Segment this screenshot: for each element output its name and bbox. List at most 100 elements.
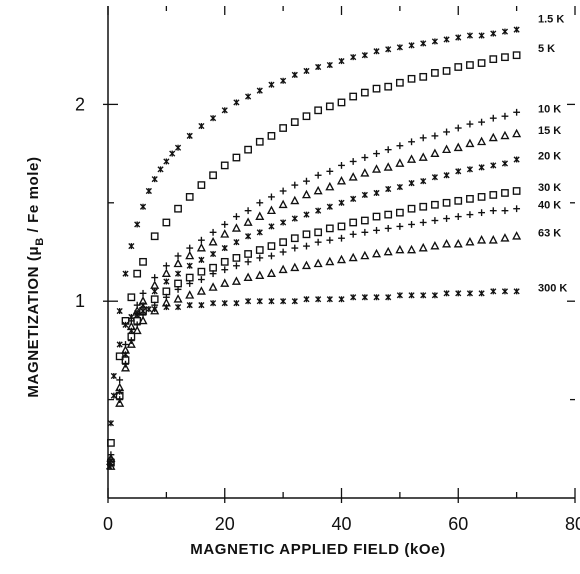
triangle-marker bbox=[395, 244, 405, 254]
plus-marker bbox=[174, 252, 182, 260]
square-marker bbox=[290, 234, 299, 243]
x-marker bbox=[145, 305, 152, 313]
triangle-marker bbox=[430, 240, 440, 250]
triangle-marker bbox=[360, 250, 370, 260]
square-marker bbox=[279, 238, 287, 247]
x-marker bbox=[151, 176, 158, 183]
plus-marker bbox=[478, 118, 485, 126]
triangle-marker bbox=[243, 272, 253, 281]
y-axis-label-subscript: B bbox=[34, 237, 46, 246]
triangle-marker bbox=[500, 130, 510, 140]
x-marker bbox=[110, 392, 117, 399]
x-marker bbox=[350, 294, 357, 301]
plus-marker bbox=[454, 124, 462, 132]
plus-marker bbox=[501, 112, 509, 120]
triangle-marker bbox=[126, 339, 136, 348]
plus-marker bbox=[373, 226, 380, 234]
x-marker bbox=[163, 278, 170, 285]
plus-marker bbox=[326, 167, 334, 175]
x-marker bbox=[221, 300, 228, 307]
plus-marker bbox=[198, 276, 205, 283]
triangle-marker bbox=[512, 231, 522, 240]
x-marker bbox=[151, 305, 158, 313]
plus-marker bbox=[466, 211, 474, 219]
x-marker bbox=[338, 199, 345, 206]
x-marker bbox=[116, 388, 123, 395]
x-marker bbox=[128, 327, 135, 334]
square-marker bbox=[372, 212, 381, 221]
triangle-marker bbox=[407, 244, 417, 254]
triangle-marker bbox=[453, 142, 463, 152]
triangle-marker bbox=[138, 315, 148, 325]
x-marker bbox=[110, 372, 117, 380]
x-marker bbox=[361, 191, 368, 199]
x-marker bbox=[303, 211, 310, 218]
square-marker bbox=[314, 106, 323, 115]
triangle-marker bbox=[488, 235, 498, 244]
x-marker bbox=[490, 162, 497, 169]
x-marker bbox=[174, 270, 182, 277]
x-marker bbox=[303, 296, 310, 303]
square-marker bbox=[477, 59, 486, 67]
triangle-marker bbox=[208, 282, 218, 291]
square-marker bbox=[107, 439, 115, 447]
x-marker bbox=[198, 256, 205, 263]
square-marker bbox=[197, 181, 206, 189]
x-marker bbox=[490, 288, 497, 295]
triangle-marker bbox=[208, 237, 218, 246]
x-marker bbox=[134, 221, 141, 228]
triangle-marker bbox=[161, 268, 171, 278]
square-marker bbox=[360, 216, 369, 225]
plus-marker bbox=[431, 217, 439, 224]
square-marker bbox=[395, 208, 404, 217]
square-marker bbox=[384, 210, 393, 219]
x-marker bbox=[107, 420, 114, 427]
square-marker bbox=[314, 228, 323, 237]
series-label: 300 K bbox=[538, 282, 567, 294]
square-marker bbox=[267, 242, 276, 250]
plus-marker bbox=[151, 274, 159, 281]
square-marker bbox=[302, 230, 311, 239]
triangle-marker bbox=[348, 172, 358, 181]
square-marker bbox=[454, 196, 463, 205]
x-marker bbox=[466, 32, 474, 39]
square-marker bbox=[431, 200, 439, 209]
triangle-marker bbox=[360, 168, 370, 177]
x-marker bbox=[268, 81, 275, 88]
x-marker bbox=[490, 30, 497, 37]
triangle-marker bbox=[383, 246, 393, 256]
x-marker bbox=[209, 300, 217, 307]
x-marker bbox=[303, 67, 310, 75]
triangle-marker bbox=[372, 164, 382, 173]
x-tick-label: 60 bbox=[448, 514, 468, 534]
square-marker bbox=[349, 218, 358, 227]
x-marker bbox=[198, 122, 205, 130]
triangle-marker bbox=[465, 237, 475, 246]
x-marker bbox=[408, 180, 415, 187]
triangle-marker bbox=[173, 258, 183, 268]
plus-marker bbox=[116, 376, 124, 384]
square-marker bbox=[501, 53, 509, 62]
square-marker bbox=[442, 67, 451, 75]
y-axis-label-prefix: MAGNETIZATION ( bbox=[25, 256, 42, 398]
series-label: 5 K bbox=[538, 43, 555, 55]
series-label: 40 K bbox=[538, 200, 561, 212]
x-tick-label: 0 bbox=[103, 514, 113, 534]
square-marker bbox=[162, 218, 171, 227]
x-marker bbox=[116, 341, 123, 348]
x-marker bbox=[116, 307, 123, 315]
plus-marker bbox=[513, 205, 521, 213]
square-marker bbox=[197, 267, 206, 276]
plus-marker bbox=[349, 230, 357, 238]
plus-marker bbox=[489, 114, 497, 122]
x-marker bbox=[139, 307, 147, 315]
plus-marker bbox=[384, 224, 392, 232]
square-marker bbox=[185, 193, 194, 201]
triangle-marker bbox=[325, 256, 335, 266]
triangle-marker bbox=[278, 199, 288, 209]
series-30-k bbox=[107, 187, 521, 467]
x-marker bbox=[466, 166, 474, 173]
x-marker bbox=[233, 99, 240, 106]
x-marker bbox=[233, 239, 240, 246]
triangle-marker bbox=[185, 250, 195, 260]
